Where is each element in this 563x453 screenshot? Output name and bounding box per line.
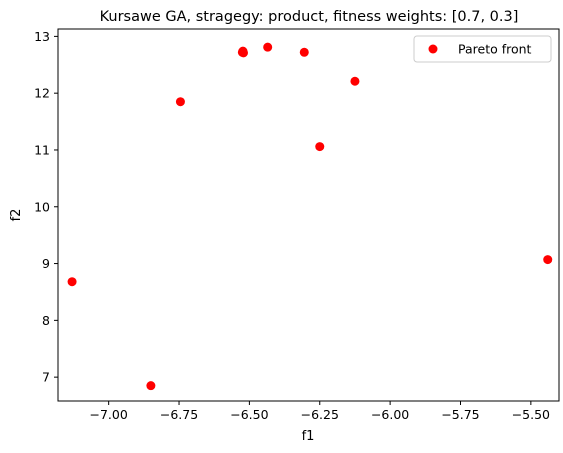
y-tick-label: 8 — [42, 313, 50, 328]
scatter-point — [543, 255, 553, 265]
scatter-point — [238, 48, 248, 58]
x-tick-label: −5.50 — [512, 407, 550, 422]
legend-box — [413, 35, 552, 63]
chart-title: Kursawe GA, stragegy: product, fitness w… — [100, 9, 519, 25]
y-tick-label: 10 — [34, 199, 50, 214]
scatter-point — [299, 47, 309, 57]
y-tick-label: 9 — [42, 256, 50, 271]
x-axis-label: f1 — [302, 429, 315, 444]
x-tick-label: −6.25 — [301, 407, 339, 422]
legend-label: Pareto front — [458, 42, 532, 57]
scatter-point — [175, 97, 185, 107]
scatter-point — [146, 381, 156, 391]
x-tick-label: −7.00 — [90, 407, 128, 422]
legend-marker — [428, 44, 438, 54]
y-tick-label: 7 — [42, 370, 50, 385]
scatter-point — [350, 76, 360, 86]
x-tick-label: −6.75 — [160, 407, 198, 422]
x-axis: −7.00 −6.75 −6.50 −6.25 −6.00 −5.75 −5.50 — [90, 401, 550, 422]
y-axis: 7 8 9 10 11 12 13 — [34, 29, 58, 385]
y-tick-label: 11 — [34, 142, 50, 157]
y-axis-label: f2 — [9, 209, 24, 222]
y-tick-label: 13 — [34, 29, 50, 44]
data-points — [67, 42, 553, 391]
plot-frame — [57, 28, 560, 402]
x-tick-label: −6.50 — [230, 407, 268, 422]
x-tick-label: −6.00 — [371, 407, 409, 422]
legend: Pareto front — [413, 35, 552, 63]
x-tick-label: −5.75 — [441, 407, 479, 422]
y-tick-label: 12 — [34, 86, 50, 101]
scatter-point — [67, 277, 77, 287]
plot-area — [57, 28, 560, 402]
scatter-point — [315, 142, 325, 152]
scatter-point — [263, 42, 273, 52]
